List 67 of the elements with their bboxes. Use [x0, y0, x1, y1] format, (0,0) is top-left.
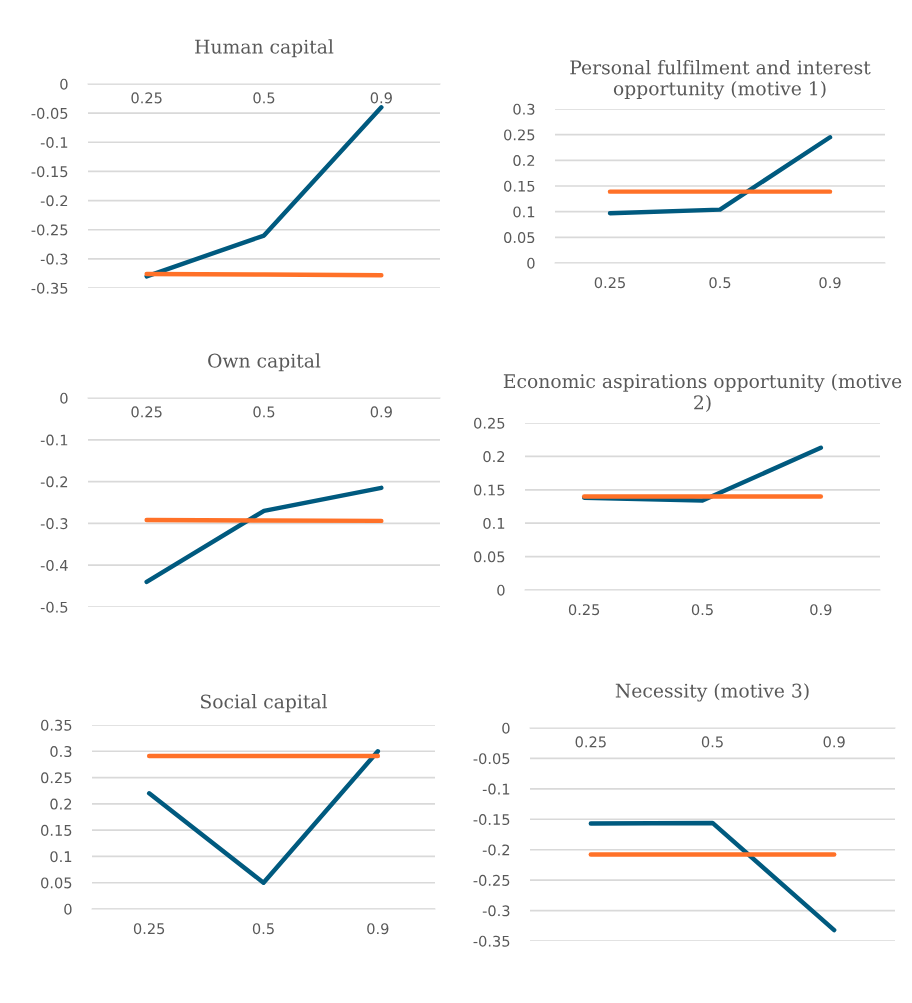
x-tick-label: 0.25 [131, 92, 162, 104]
y-tick-label: 0 [497, 584, 505, 596]
y-tick-label: -0.2 [482, 844, 510, 856]
y-tick-label: 0 [60, 78, 68, 90]
x-tick-label: 0.9 [370, 406, 392, 418]
y-tick-label: 0.1 [513, 206, 535, 218]
y-tick-label: -0.2 [40, 476, 68, 488]
y-tick-label: 0.2 [513, 155, 535, 167]
x-tick-label: 0.5 [253, 406, 275, 418]
y-tick-label: -0.35 [31, 282, 68, 294]
y-tick-label: 0.05 [41, 877, 72, 889]
y-tick-label: 0 [64, 903, 72, 915]
chart-title: Necessity (motive 3) [615, 683, 809, 702]
x-tick-label: 0.25 [131, 406, 162, 418]
y-tick-label: -0.25 [31, 224, 68, 236]
y-tick-label: -0.35 [473, 935, 510, 947]
chart-title: Personal fulfilment and interest opportunity (motive 1) [570, 59, 871, 100]
chart-title: Own capital [208, 353, 321, 372]
y-tick-label: 0.05 [474, 551, 505, 563]
y-tick-label: 0 [502, 722, 510, 734]
x-tick-label: 0.25 [133, 923, 165, 935]
y-tick-label: 0.1 [50, 851, 72, 863]
y-tick-label: -0.05 [31, 107, 68, 119]
y-tick-label: 0.35 [41, 719, 72, 731]
y-tick-label: 0.25 [474, 417, 505, 429]
y-tick-label: -0.1 [482, 783, 510, 795]
y-tick-label: 0.25 [41, 772, 72, 784]
y-tick-label: 0.2 [483, 451, 505, 463]
y-tick-label: 0.15 [41, 824, 72, 836]
x-tick-label: 0.5 [709, 277, 731, 289]
x-tick-label: 0.5 [253, 92, 275, 104]
x-tick-label: 0.5 [252, 923, 274, 935]
y-tick-label: -0.3 [40, 518, 68, 530]
y-tick-label: -0.15 [473, 814, 510, 826]
y-tick-label: 0 [527, 257, 535, 269]
y-tick-label: -0.1 [40, 434, 68, 446]
x-tick-label: 0.9 [810, 604, 832, 616]
chart-title: Economic aspirations opportunity (motive 2) [503, 373, 902, 413]
y-tick-label: 0.15 [504, 180, 535, 192]
chart-title: Human capital [195, 39, 334, 58]
chart-title: Social capital [201, 694, 328, 713]
y-tick-label: -0.2 [40, 195, 68, 207]
y-tick-label: 0.3 [50, 746, 72, 758]
y-tick-label: 0.15 [474, 484, 505, 496]
x-tick-label: 0.25 [568, 604, 600, 616]
x-tick-label: 0.9 [370, 92, 392, 104]
y-tick-label: -0.25 [473, 874, 510, 886]
y-tick-label: -0.3 [40, 253, 68, 265]
y-tick-label: 0 [60, 392, 68, 404]
y-tick-label: 0.1 [483, 517, 505, 529]
y-tick-label: -0.15 [31, 166, 68, 178]
x-tick-label: 0.9 [823, 736, 845, 748]
y-tick-label: -0.1 [40, 137, 68, 149]
x-tick-label: 0.5 [701, 736, 723, 748]
y-tick-label: 0.05 [504, 232, 535, 244]
x-tick-label: 0.25 [575, 736, 606, 748]
x-tick-label: 0.25 [594, 277, 625, 289]
y-tick-label: 0.3 [513, 103, 535, 115]
y-tick-label: -0.5 [40, 601, 68, 613]
y-tick-label: 0.25 [504, 129, 535, 141]
x-tick-label: 0.9 [367, 923, 389, 935]
x-tick-label: 0.5 [691, 604, 713, 616]
y-tick-label: -0.4 [40, 559, 68, 571]
y-tick-label: -0.3 [482, 905, 510, 917]
y-tick-label: 0.2 [50, 798, 72, 810]
y-tick-label: -0.05 [473, 753, 510, 765]
x-tick-label: 0.9 [819, 277, 841, 289]
